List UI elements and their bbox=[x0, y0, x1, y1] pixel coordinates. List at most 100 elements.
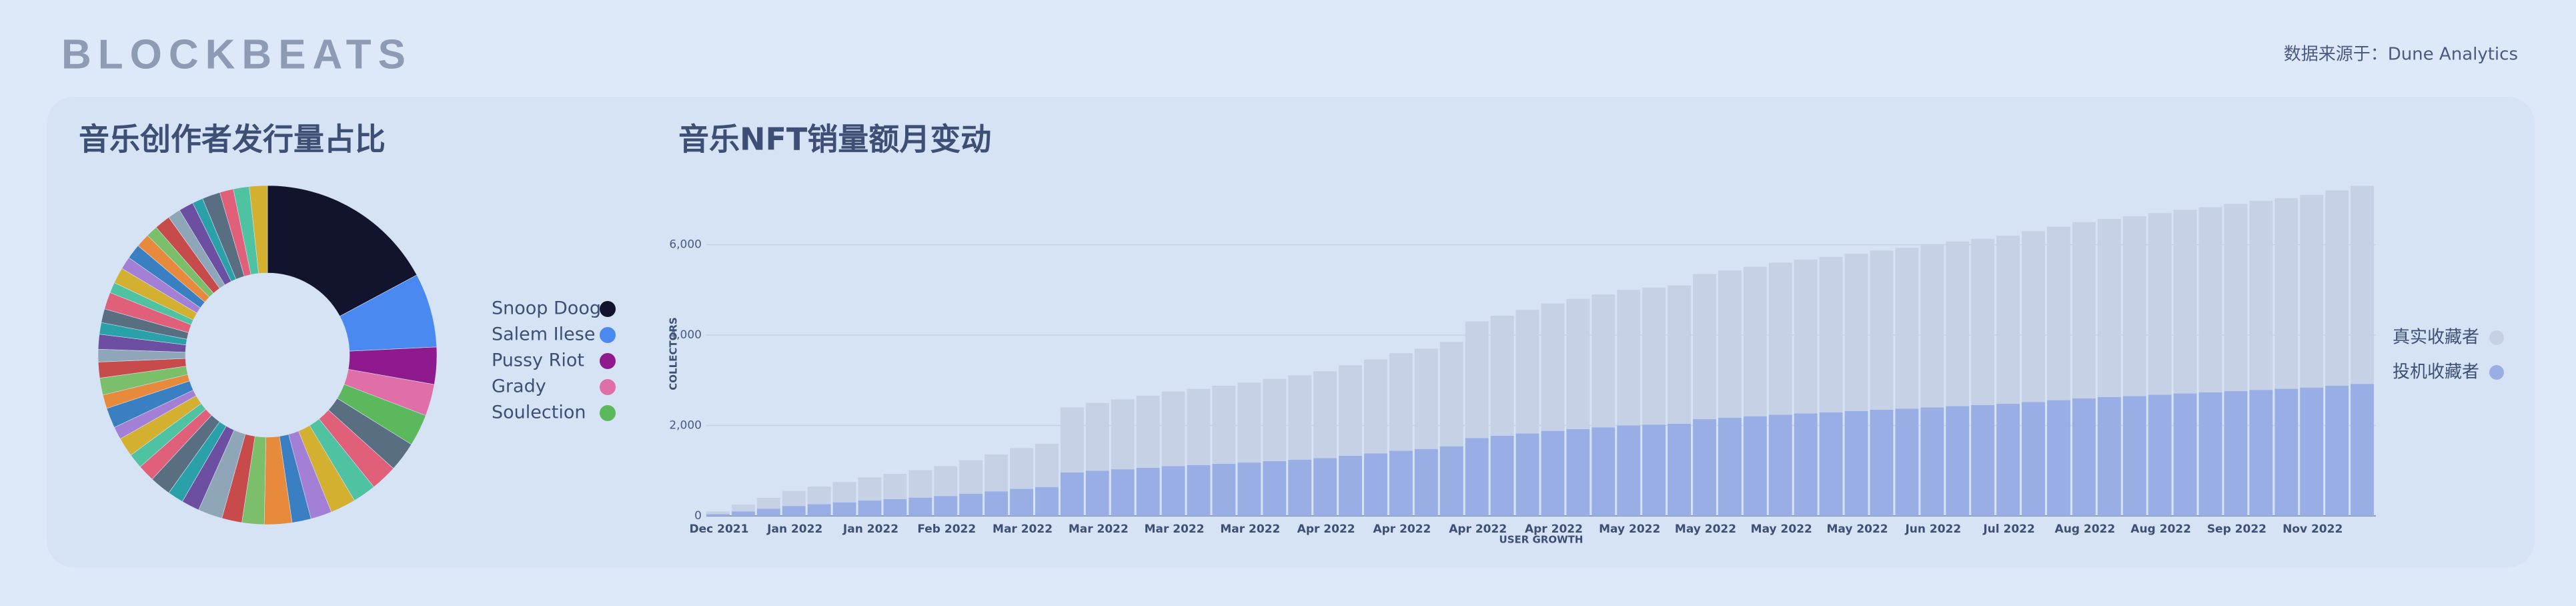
legend-swatch bbox=[600, 405, 616, 421]
x-tick-label: Aug 2022 bbox=[2055, 523, 2116, 536]
x-tick-label: Jun 2022 bbox=[1904, 523, 1961, 536]
bar bbox=[2148, 394, 2172, 516]
bar bbox=[1693, 274, 1716, 420]
legend-label: Pussy Riot bbox=[492, 350, 584, 371]
bar bbox=[1642, 287, 1666, 425]
bar bbox=[1895, 408, 1919, 516]
bar bbox=[1339, 455, 1362, 516]
bar bbox=[2300, 195, 2324, 388]
pie-slice bbox=[267, 185, 418, 317]
bar bbox=[2022, 402, 2045, 516]
bar bbox=[1414, 348, 1438, 449]
bar bbox=[2122, 216, 2146, 396]
bar bbox=[858, 477, 882, 501]
bar bbox=[2224, 204, 2248, 392]
bar bbox=[731, 505, 755, 512]
x-axis-label: USER GROWTH bbox=[1499, 534, 1583, 546]
bar bbox=[1490, 315, 1514, 436]
bar bbox=[1996, 236, 2020, 404]
bar bbox=[858, 500, 882, 516]
chart-title: 音乐创作者发行量占比 bbox=[79, 121, 386, 158]
bar bbox=[2351, 384, 2374, 516]
bar bbox=[1364, 453, 1387, 516]
bar bbox=[2198, 392, 2222, 516]
bar bbox=[2122, 396, 2146, 516]
bar bbox=[1718, 270, 1742, 418]
bar bbox=[1263, 461, 1287, 516]
bar bbox=[1819, 256, 1843, 412]
bar bbox=[2224, 391, 2248, 516]
bar bbox=[883, 474, 907, 499]
bar bbox=[985, 454, 1009, 492]
bar bbox=[908, 470, 932, 498]
bar bbox=[1237, 382, 1261, 463]
bar bbox=[2097, 218, 2121, 397]
bar bbox=[1465, 321, 1489, 438]
legend-swatch bbox=[600, 379, 616, 395]
bar bbox=[731, 511, 755, 516]
y-tick-label: 4,000 bbox=[669, 328, 702, 342]
bar bbox=[1971, 238, 1995, 405]
bar bbox=[1187, 465, 1211, 516]
bar bbox=[1060, 472, 1084, 516]
bar bbox=[2249, 390, 2273, 516]
x-tick-label: May 2022 bbox=[1599, 523, 1660, 536]
bar bbox=[1439, 342, 1463, 446]
bar bbox=[1718, 417, 1742, 516]
y-tick-label: 6,000 bbox=[669, 238, 702, 252]
x-tick-label: Sep 2022 bbox=[2207, 523, 2267, 536]
bar bbox=[2173, 393, 2197, 516]
bar bbox=[1515, 433, 1539, 516]
bar bbox=[1870, 250, 1894, 410]
x-tick-label: Jan 2022 bbox=[842, 523, 898, 536]
bar bbox=[1566, 298, 1590, 429]
bar bbox=[1111, 399, 1135, 470]
x-tick-label: Apr 2022 bbox=[1449, 523, 1507, 536]
y-tick-label: 0 bbox=[694, 509, 702, 523]
bar bbox=[1743, 416, 1767, 516]
bar bbox=[1668, 423, 1692, 516]
bar bbox=[2173, 210, 2197, 394]
bar bbox=[1161, 466, 1185, 516]
x-tick-label: Jul 2022 bbox=[1982, 523, 2035, 536]
bar bbox=[1187, 388, 1211, 465]
bar bbox=[1085, 402, 1109, 471]
bar bbox=[1617, 425, 1641, 516]
x-tick-label: Mar 2022 bbox=[993, 523, 1053, 536]
y-axis-label: COLLECTORS bbox=[668, 317, 680, 390]
bar bbox=[1111, 469, 1135, 516]
logo: BLOCKBEATS bbox=[61, 31, 412, 77]
x-tick-label: Jan 2022 bbox=[766, 523, 822, 536]
bar bbox=[1060, 407, 1084, 473]
bar bbox=[1085, 471, 1109, 516]
bar bbox=[1971, 404, 1995, 516]
bar bbox=[1515, 310, 1539, 434]
x-tick-label: Apr 2022 bbox=[1525, 523, 1583, 536]
bar bbox=[883, 499, 907, 516]
bar bbox=[1946, 406, 1970, 516]
bar bbox=[756, 497, 780, 509]
bar bbox=[1668, 285, 1692, 424]
bar bbox=[2097, 396, 2121, 516]
bar bbox=[1389, 353, 1413, 451]
x-tick-label: Aug 2022 bbox=[2130, 523, 2191, 536]
bar bbox=[1490, 435, 1514, 516]
y-tick-label: 2,000 bbox=[669, 419, 702, 432]
bar bbox=[1288, 459, 1312, 516]
bar bbox=[1844, 410, 1868, 516]
bar bbox=[1920, 407, 1944, 516]
bar bbox=[706, 511, 730, 515]
bar bbox=[959, 460, 983, 494]
x-tick-label: May 2022 bbox=[1751, 523, 1812, 536]
bar bbox=[2072, 398, 2096, 516]
bar bbox=[832, 502, 856, 516]
bar bbox=[2325, 385, 2349, 516]
bar bbox=[1642, 424, 1666, 516]
bar bbox=[756, 509, 780, 516]
bar bbox=[1794, 259, 1818, 414]
bar bbox=[1212, 463, 1236, 516]
bar bbox=[1439, 446, 1463, 516]
bar bbox=[1591, 294, 1616, 428]
